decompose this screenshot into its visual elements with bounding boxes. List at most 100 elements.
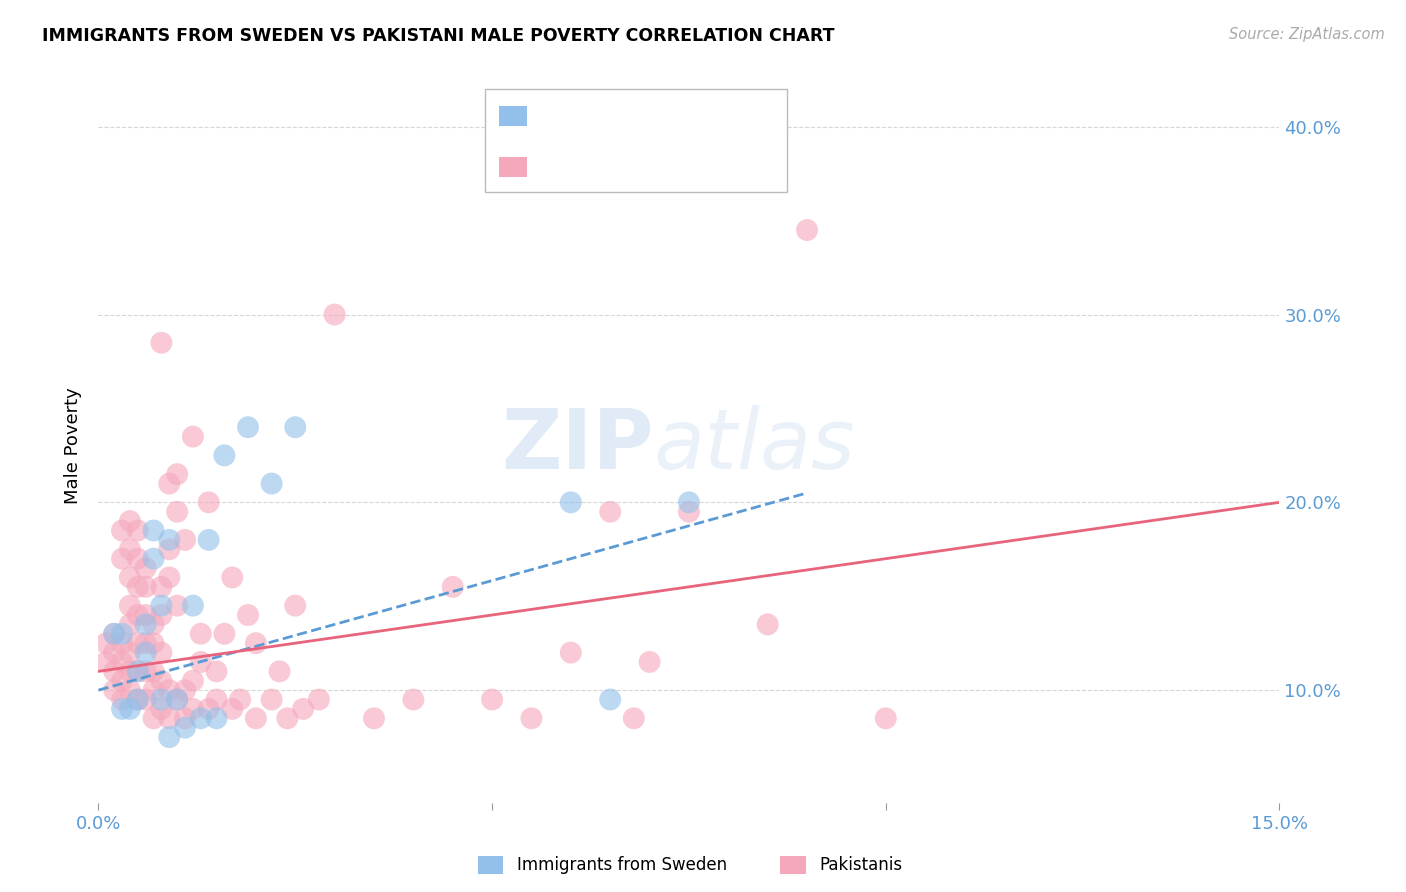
Point	[276, 711, 298, 725]
Point	[157, 570, 180, 584]
Point	[127, 665, 149, 679]
Point	[118, 665, 141, 679]
Point	[103, 683, 125, 698]
Point	[142, 524, 165, 538]
Point	[174, 683, 197, 698]
Y-axis label: Male Poverty: Male Poverty	[65, 388, 83, 504]
Point	[157, 711, 180, 725]
Point	[520, 711, 543, 725]
Point	[157, 683, 180, 698]
Point	[166, 692, 188, 706]
Point	[260, 692, 283, 706]
Point	[135, 561, 157, 575]
Point	[157, 476, 180, 491]
Point	[181, 599, 204, 613]
Point	[166, 505, 188, 519]
Point	[229, 692, 252, 706]
Point	[678, 495, 700, 509]
Point	[190, 655, 212, 669]
Point	[166, 467, 188, 482]
Point	[142, 551, 165, 566]
Point	[127, 580, 149, 594]
Point	[197, 702, 219, 716]
Point	[103, 627, 125, 641]
Point	[197, 495, 219, 509]
Point	[118, 702, 141, 716]
Point	[111, 673, 134, 688]
Point	[118, 683, 141, 698]
Point	[135, 580, 157, 594]
Point	[135, 607, 157, 622]
Point	[103, 627, 125, 641]
Point	[150, 607, 173, 622]
Point	[150, 692, 173, 706]
Point	[875, 711, 897, 725]
Text: N = 27: N = 27	[661, 106, 728, 126]
Point	[111, 655, 134, 669]
Point	[678, 505, 700, 519]
Text: IMMIGRANTS FROM SWEDEN VS PAKISTANI MALE POVERTY CORRELATION CHART: IMMIGRANTS FROM SWEDEN VS PAKISTANI MALE…	[42, 27, 835, 45]
Point	[190, 627, 212, 641]
Point	[441, 580, 464, 594]
Point	[323, 308, 346, 322]
Point	[135, 665, 157, 679]
Point	[118, 617, 141, 632]
Point	[205, 711, 228, 725]
Point	[150, 646, 173, 660]
Point	[245, 636, 267, 650]
Point	[103, 646, 125, 660]
Point	[127, 607, 149, 622]
Point	[111, 524, 134, 538]
Point	[260, 476, 283, 491]
Point	[292, 702, 315, 716]
Point	[157, 730, 180, 744]
Point	[363, 711, 385, 725]
Point	[560, 495, 582, 509]
Point	[157, 542, 180, 557]
Point	[118, 542, 141, 557]
Point	[127, 692, 149, 706]
Point	[142, 617, 165, 632]
Point	[181, 429, 204, 443]
Point	[214, 627, 236, 641]
Point	[135, 617, 157, 632]
Point	[756, 617, 779, 632]
Point	[157, 533, 180, 547]
Point	[150, 335, 173, 350]
Point	[221, 702, 243, 716]
Point	[96, 636, 118, 650]
Point	[197, 533, 219, 547]
Point	[205, 665, 228, 679]
Text: Pakistanis: Pakistanis	[820, 856, 903, 874]
Point	[245, 711, 267, 725]
Point	[111, 636, 134, 650]
Text: atlas: atlas	[654, 406, 855, 486]
Point	[150, 673, 173, 688]
Point	[166, 599, 188, 613]
Point	[135, 646, 157, 660]
Point	[166, 692, 188, 706]
Point	[402, 692, 425, 706]
Point	[127, 692, 149, 706]
Point	[118, 646, 141, 660]
Point	[221, 570, 243, 584]
Point	[111, 551, 134, 566]
Point	[205, 692, 228, 706]
Text: R = 0.314: R = 0.314	[541, 157, 640, 177]
Point	[638, 655, 661, 669]
Point	[142, 636, 165, 650]
Point	[135, 692, 157, 706]
Point	[142, 665, 165, 679]
Point	[269, 665, 291, 679]
Point	[181, 702, 204, 716]
Point	[174, 721, 197, 735]
Text: Source: ZipAtlas.com: Source: ZipAtlas.com	[1229, 27, 1385, 42]
Point	[142, 683, 165, 698]
Point	[118, 570, 141, 584]
Point	[599, 692, 621, 706]
Point	[284, 420, 307, 434]
Point	[127, 524, 149, 538]
Point	[623, 711, 645, 725]
Point	[796, 223, 818, 237]
Text: Immigrants from Sweden: Immigrants from Sweden	[517, 856, 727, 874]
